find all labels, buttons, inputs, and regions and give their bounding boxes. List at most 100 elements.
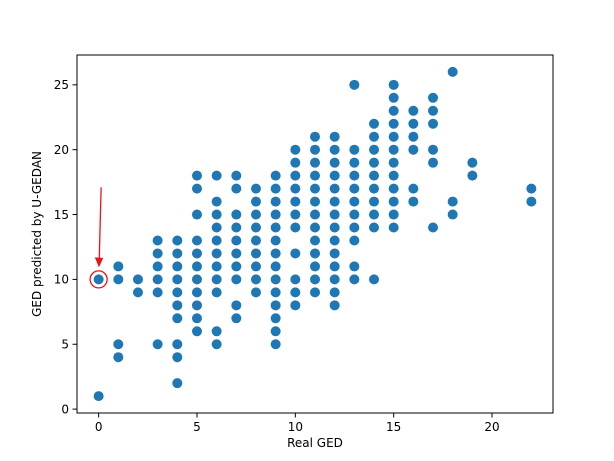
data-point <box>369 131 380 142</box>
data-point <box>310 274 320 285</box>
data-point <box>290 183 301 194</box>
data-point <box>191 287 202 298</box>
data-point <box>270 287 281 298</box>
data-point <box>172 300 183 311</box>
data-point <box>250 261 261 272</box>
data-point <box>369 222 380 233</box>
data-point <box>113 352 124 363</box>
axes: 0 5 10 15 20 0 5 10 15 20 25 <box>54 54 554 434</box>
data-point <box>172 313 183 324</box>
data-point <box>408 105 419 116</box>
x-tick-label: 15 <box>386 420 401 434</box>
data-point <box>329 235 340 246</box>
data-point <box>231 300 242 311</box>
y-tick-label: 0 <box>61 402 69 416</box>
data-point <box>231 248 242 259</box>
data-point <box>388 131 399 142</box>
data-point <box>329 196 340 207</box>
data-point <box>191 326 202 337</box>
data-point <box>388 105 399 116</box>
data-point <box>211 339 222 350</box>
data-point <box>290 222 301 233</box>
data-point <box>369 118 380 129</box>
data-point <box>310 170 320 181</box>
data-point <box>329 170 340 181</box>
plot-frame <box>76 54 554 414</box>
y-axis-label: GED predicted by U-GEDAN <box>30 151 44 317</box>
data-point <box>329 287 340 298</box>
data-point <box>191 261 202 272</box>
data-point <box>93 274 104 285</box>
data-point <box>349 79 360 90</box>
data-point <box>152 248 163 259</box>
data-point <box>408 196 419 207</box>
data-point <box>310 248 320 259</box>
data-point <box>172 274 183 285</box>
data-point <box>428 222 439 233</box>
data-point <box>290 144 301 155</box>
data-point <box>349 144 360 155</box>
data-point <box>329 209 340 220</box>
data-point <box>349 261 360 272</box>
data-point <box>191 248 202 259</box>
data-point <box>329 274 340 285</box>
highlight-annotation <box>89 187 108 289</box>
data-point <box>191 300 202 311</box>
data-point <box>428 92 439 103</box>
data-point <box>211 222 222 233</box>
data-point <box>172 235 183 246</box>
y-tick-label: 25 <box>54 78 69 92</box>
data-point <box>93 391 104 402</box>
data-point <box>172 339 183 350</box>
data-point <box>310 261 320 272</box>
data-point <box>211 209 222 220</box>
data-point <box>349 222 360 233</box>
data-point <box>467 170 478 181</box>
data-point <box>329 248 340 259</box>
data-point <box>408 144 419 155</box>
data-point <box>369 183 380 194</box>
data-point <box>447 209 458 220</box>
x-tick-label: 5 <box>193 420 201 434</box>
data-points <box>93 66 537 402</box>
data-point <box>310 287 320 298</box>
data-point <box>290 157 301 168</box>
data-point <box>329 222 340 233</box>
data-point <box>428 105 439 116</box>
data-point <box>113 274 124 285</box>
data-point <box>231 170 242 181</box>
data-point <box>113 339 124 350</box>
data-point <box>349 235 360 246</box>
data-point <box>349 170 360 181</box>
data-point <box>191 235 202 246</box>
data-point <box>388 209 399 220</box>
data-point <box>329 183 340 194</box>
y-tick-label: 15 <box>54 208 69 222</box>
data-point <box>152 274 163 285</box>
data-point <box>270 274 281 285</box>
data-point <box>211 248 222 259</box>
arrow-head <box>94 257 104 268</box>
data-point <box>467 157 478 168</box>
data-point <box>428 144 439 155</box>
data-point <box>231 183 242 194</box>
data-point <box>388 92 399 103</box>
data-point <box>211 287 222 298</box>
x-tick-label: 0 <box>95 420 103 434</box>
data-point <box>113 261 124 272</box>
data-point <box>250 196 261 207</box>
data-point <box>250 274 261 285</box>
highlight-ring <box>89 270 108 289</box>
data-point <box>349 157 360 168</box>
data-point <box>290 209 301 220</box>
data-point <box>310 209 320 220</box>
data-point <box>132 287 143 298</box>
data-point <box>310 131 320 142</box>
data-point <box>408 183 419 194</box>
data-point <box>290 170 301 181</box>
data-point <box>329 157 340 168</box>
data-point <box>231 313 242 324</box>
data-point <box>428 157 439 168</box>
data-point <box>250 222 261 233</box>
